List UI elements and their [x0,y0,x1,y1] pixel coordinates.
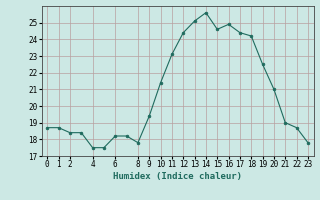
X-axis label: Humidex (Indice chaleur): Humidex (Indice chaleur) [113,172,242,181]
